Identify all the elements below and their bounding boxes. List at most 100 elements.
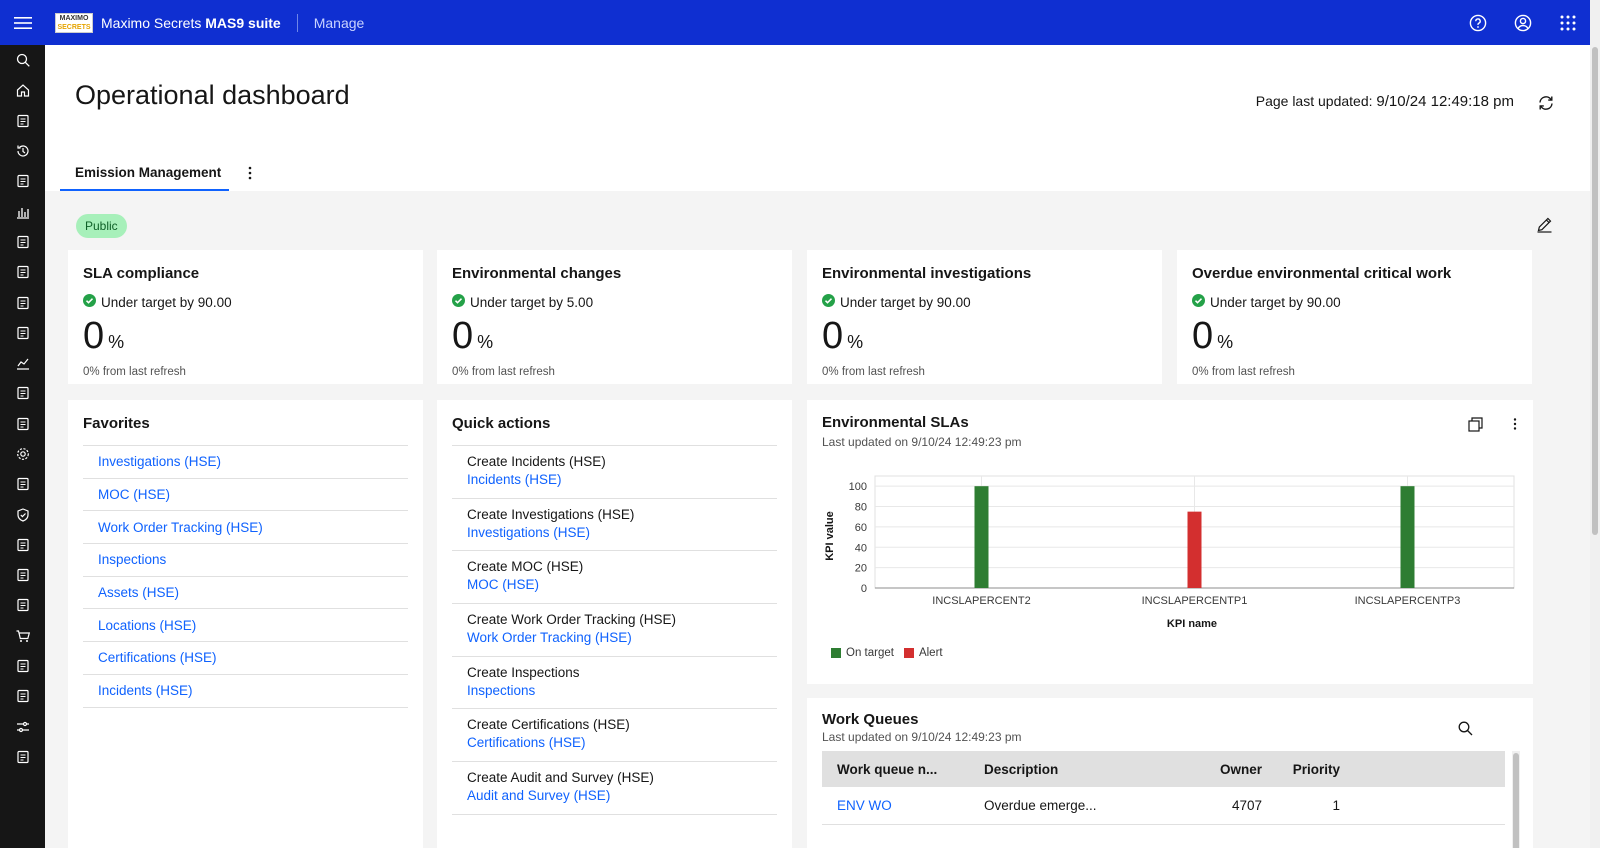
kpi-value-unit: % xyxy=(477,332,494,352)
page-scrollbar-thumb[interactable] xyxy=(1592,47,1598,535)
favorite-link[interactable]: Work Order Tracking (HSE) xyxy=(83,511,408,545)
work-queues-title: Work Queues xyxy=(822,711,919,728)
bar-incslapercentp3[interactable] xyxy=(1400,486,1415,588)
satellite-icon[interactable] xyxy=(0,227,45,257)
quick-actions-list: Create Incidents (HSE) Incidents (HSE) Cr… xyxy=(452,445,777,815)
kpi-status: Under target by 5.00 xyxy=(452,294,777,310)
quick-action-app-link[interactable]: Investigations (HSE) xyxy=(467,524,591,540)
favorite-link[interactable]: Incidents (HSE) xyxy=(83,675,408,708)
last-updated-label: Page last updated: xyxy=(1255,93,1377,109)
column-header-owner[interactable]: Owner xyxy=(1219,761,1262,777)
table-scrollbar[interactable] xyxy=(1512,751,1520,848)
home-icon[interactable] xyxy=(0,75,45,105)
table-scrollbar-thumb[interactable] xyxy=(1513,753,1519,848)
favorite-link[interactable]: Certifications (HSE) xyxy=(83,642,408,675)
favorite-link[interactable]: MOC (HSE) xyxy=(83,479,408,512)
app-name[interactable]: Manage xyxy=(313,14,365,31)
x-tick-label: INCSLAPERCENTP1 xyxy=(1142,595,1248,607)
quick-action-app-link[interactable]: Work Order Tracking (HSE) xyxy=(467,630,632,646)
favorite-link[interactable]: Locations (HSE) xyxy=(83,609,408,643)
integration-icon[interactable] xyxy=(0,469,45,499)
quick-action-app-link[interactable]: MOC (HSE) xyxy=(467,577,539,593)
handshake-icon[interactable] xyxy=(0,651,45,681)
bar-incslapercent2[interactable] xyxy=(974,486,989,588)
hazard-icon[interactable] xyxy=(0,590,45,620)
monitor-icon[interactable] xyxy=(0,378,45,408)
cart-icon[interactable] xyxy=(0,621,45,651)
work-queue-link[interactable]: ENV WO xyxy=(837,798,892,813)
kpi-card-sla-compliance[interactable]: SLA compliance Under target by 90.00 0% … xyxy=(68,250,423,384)
kpi-card-overdue-critical-work[interactable]: Overdue environmental critical work Unde… xyxy=(1177,250,1532,384)
x-axis-ticks: INCSLAPERCENT2 INCSLAPERCENTP1 INCSLAPERCE… xyxy=(932,595,1460,607)
shield-icon[interactable] xyxy=(0,499,45,529)
quick-action-app-link[interactable]: Certifications (HSE) xyxy=(467,735,586,751)
help-icon[interactable] xyxy=(1455,0,1500,45)
quick-action-item[interactable]: Create Inspections Inspections xyxy=(452,657,777,710)
kpi-card-environmental-changes[interactable]: Environmental changes Under target by 5.… xyxy=(437,250,792,384)
quick-action-label: Create Certifications (HSE) xyxy=(467,717,630,733)
inspection-icon[interactable] xyxy=(0,257,45,287)
column-header-work-queue-name[interactable]: Work queue n... xyxy=(837,761,938,777)
edit-icon[interactable] xyxy=(1532,212,1556,236)
toolbox-icon[interactable] xyxy=(0,409,45,439)
legend-item-alert[interactable]: Alert xyxy=(903,647,943,659)
overflow-menu-icon[interactable] xyxy=(1503,412,1527,436)
tab-emission-management[interactable]: Emission Management xyxy=(60,156,229,191)
refresh-icon[interactable] xyxy=(1534,91,1558,115)
document-icon[interactable] xyxy=(0,318,45,348)
ledger-icon[interactable] xyxy=(0,530,45,560)
legend-swatch xyxy=(903,648,914,658)
assessment-icon[interactable] xyxy=(0,560,45,590)
sliders-icon[interactable] xyxy=(0,712,45,742)
expand-icon[interactable] xyxy=(1463,412,1487,436)
kpi-status-text: Under target by 90.00 xyxy=(101,294,232,310)
users-icon[interactable] xyxy=(0,681,45,711)
app-switcher-icon[interactable] xyxy=(1545,0,1590,45)
quick-action-item[interactable]: Create Work Order Tracking (HSE) Work Ord… xyxy=(452,604,777,657)
chart-icon[interactable] xyxy=(0,348,45,378)
y-axis-label: KPI value xyxy=(824,511,836,561)
user-profile-icon[interactable] xyxy=(1500,0,1545,45)
page-scrollbar[interactable] xyxy=(1590,0,1600,848)
kpi-value-number: 0 xyxy=(1192,315,1214,357)
quick-action-item[interactable]: Create Audit and Survey (HSE) Audit and S… xyxy=(452,762,777,815)
menu-icon[interactable] xyxy=(0,0,45,45)
chart-bars xyxy=(974,486,1415,588)
checklist-icon[interactable] xyxy=(0,742,45,772)
y-tick-label: 40 xyxy=(855,542,867,554)
legend-label: Alert xyxy=(918,647,943,659)
kpi-status-text: Under target by 90.00 xyxy=(840,294,971,310)
column-header-description[interactable]: Description xyxy=(984,761,1059,777)
brand-name[interactable]: Maximo Secrets MAS9 suite xyxy=(101,15,281,31)
favorite-link[interactable]: Investigations (HSE) xyxy=(83,446,408,479)
y-tick-label: 20 xyxy=(855,563,867,575)
quick-action-label: Create Inspections xyxy=(467,664,580,680)
clipboard-icon[interactable] xyxy=(0,287,45,317)
people-icon[interactable] xyxy=(0,166,45,196)
quick-action-item[interactable]: Create Investigations (HSE) Investigation… xyxy=(452,499,777,552)
quick-action-item[interactable]: Create MOC (HSE) MOC (HSE) xyxy=(452,551,777,605)
work-queues-last-updated: Last updated on 9/10/24 12:49:23 pm xyxy=(822,730,1022,744)
legend-item-on-target[interactable]: On target xyxy=(831,647,894,659)
favorite-link[interactable]: Inspections xyxy=(83,544,408,577)
last-updated-value: 9/10/24 12:49:18 pm xyxy=(1376,93,1514,110)
tab-overflow-menu-icon[interactable] xyxy=(238,161,262,185)
search-icon[interactable] xyxy=(0,45,45,75)
search-icon[interactable] xyxy=(1453,716,1477,740)
quick-action-item[interactable]: Create Certifications (HSE) Certification… xyxy=(452,709,777,763)
history-icon[interactable] xyxy=(0,136,45,166)
quick-action-app-link[interactable]: Incidents (HSE) xyxy=(467,472,562,487)
table-row[interactable]: ENV WO Overdue emerge... 4707 1 xyxy=(822,787,1505,825)
settings-icon[interactable] xyxy=(0,439,45,469)
x-axis-label: KPI name xyxy=(1167,618,1217,630)
quick-action-item[interactable]: Create Incidents (HSE) Incidents (HSE) xyxy=(452,446,777,499)
chart-title: Environmental SLAs xyxy=(822,414,969,431)
reports-icon[interactable] xyxy=(0,196,45,226)
column-header-priority[interactable]: Priority xyxy=(1292,761,1340,777)
quick-action-app-link[interactable]: Audit and Survey (HSE) xyxy=(467,788,611,804)
quick-action-app-link[interactable]: Inspections xyxy=(467,682,536,698)
favorite-link[interactable]: Assets (HSE) xyxy=(83,577,408,610)
bar-incslapercentp1[interactable] xyxy=(1187,511,1202,588)
kpi-card-environmental-investigations[interactable]: Environmental investigations Under targe… xyxy=(807,250,1162,384)
dashboard-icon[interactable] xyxy=(0,106,45,136)
